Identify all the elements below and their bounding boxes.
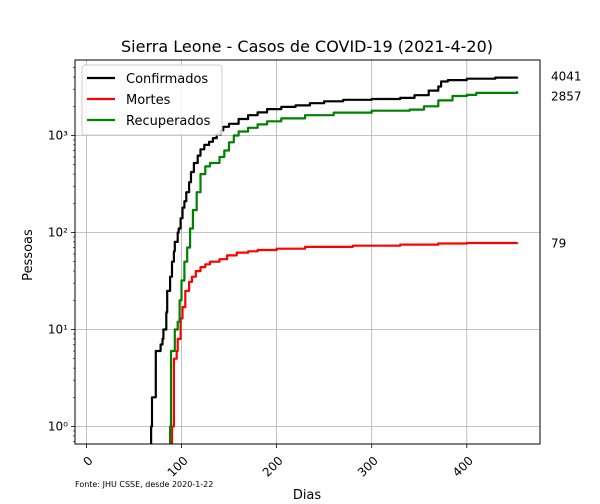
series-line-recuperados [169, 91, 519, 444]
y-tick-label: 10³ [48, 128, 68, 142]
x-axis-label: Dias [293, 488, 322, 500]
series-line-mortes [170, 241, 519, 444]
series-line-confirmados [150, 76, 519, 444]
legend-box [81, 64, 223, 136]
y-tick-label: 10⁰ [48, 419, 68, 433]
y-tick-label: 10² [48, 225, 68, 239]
y-axis-label: Pessoas [21, 229, 36, 281]
final-value-label: 4041 [551, 70, 582, 84]
x-tick-label: 400 [450, 454, 476, 480]
x-tick-label: 200 [260, 454, 286, 480]
legend-label: Recuperados [126, 114, 211, 129]
legend-label: Confirmados [126, 72, 208, 87]
final-value-label: 2857 [551, 89, 582, 103]
final-value-label: 79 [551, 236, 566, 250]
plot-frame [74, 59, 541, 445]
series-layer [150, 76, 519, 444]
final-value-labels: 4041 79 2857 [551, 70, 582, 251]
x-tick-label: 100 [165, 454, 191, 480]
x-tick-label: 0 [80, 454, 95, 469]
legend: Confirmados Mortes Recuperados [81, 64, 223, 136]
footnote: Fonte: JHU CSSE, desde 2020-1-22 [75, 480, 213, 489]
legend-label: Mortes [126, 93, 171, 108]
chart-title: Sierra Leone - Casos de COVID-19 (2021-4… [121, 37, 493, 56]
x-tick-label: 300 [355, 454, 381, 480]
legend-items: Confirmados Mortes Recuperados [87, 72, 211, 129]
y-tick-label: 10¹ [48, 322, 68, 336]
